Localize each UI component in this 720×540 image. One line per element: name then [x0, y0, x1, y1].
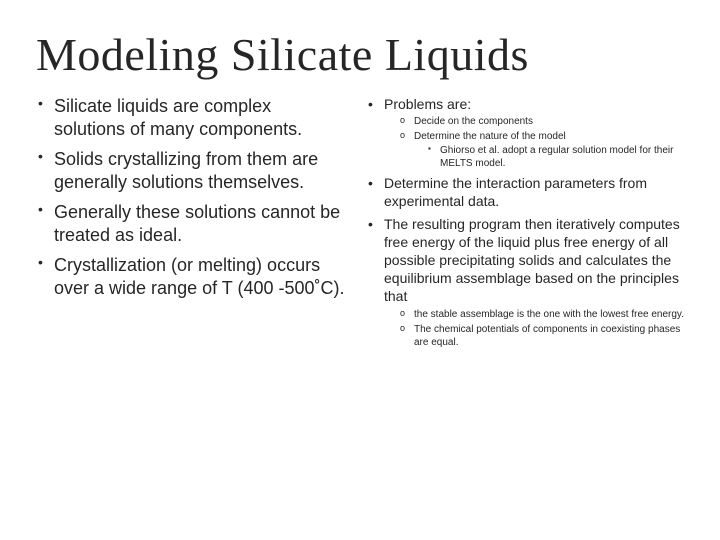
right-subsublist-0: Ghiorso et al. adopt a regular solution … — [414, 144, 684, 170]
right-sublist-0: Decide on the components Determine the n… — [384, 115, 684, 170]
right-subsub-0: Ghiorso et al. adopt a regular solution … — [426, 144, 684, 170]
right-sub-0-1-text: Determine the nature of the model — [414, 131, 566, 142]
right-bullet-2-text: The resulting program then iteratively c… — [384, 216, 680, 305]
right-bullet-0: Problems are: Decide on the components D… — [366, 95, 684, 170]
left-bullet-1: Solids crystallizing from them are gener… — [36, 148, 346, 193]
left-bullet-0: Silicate liquids are complex solutions o… — [36, 95, 346, 140]
right-sub-0-1: Determine the nature of the model Ghiors… — [398, 130, 684, 170]
right-bullet-2: The resulting program then iteratively c… — [366, 215, 684, 349]
right-column: Problems are: Decide on the components D… — [366, 95, 684, 353]
content-columns: Silicate liquids are complex solutions o… — [36, 95, 684, 353]
right-sub-0-0: Decide on the components — [398, 115, 684, 128]
right-sub-2-0: the stable assemblage is the one with th… — [398, 308, 684, 321]
right-bullet-1: Determine the interaction parameters fro… — [366, 174, 684, 210]
right-bullet-0-text: Problems are: — [384, 96, 471, 112]
left-column: Silicate liquids are complex solutions o… — [36, 95, 346, 353]
slide-title: Modeling Silicate Liquids — [36, 28, 684, 81]
right-sublist-2: the stable assemblage is the one with th… — [384, 308, 684, 349]
left-bullet-list: Silicate liquids are complex solutions o… — [36, 95, 346, 299]
right-bullet-list: Problems are: Decide on the components D… — [366, 95, 684, 349]
right-sub-2-1: The chemical potentials of components in… — [398, 323, 684, 349]
left-bullet-2: Generally these solutions cannot be trea… — [36, 201, 346, 246]
left-bullet-3: Crystallization (or melting) occurs over… — [36, 254, 346, 299]
